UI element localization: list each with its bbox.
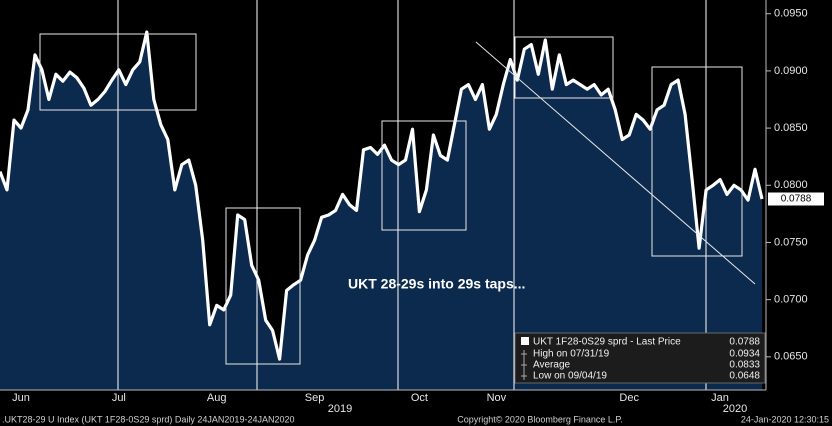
y-tick-label: 0.0950 <box>774 8 808 20</box>
x-tick-label: Nov <box>487 392 507 404</box>
annotation: UKT 28-29s into 29s taps... <box>348 276 525 292</box>
legend-label: Average <box>533 360 571 371</box>
footer-left: .UKT28-29 U Index (UKT 1F28-0S29 sprd) D… <box>2 414 294 424</box>
highlight-box <box>651 66 743 257</box>
year-label: 2019 <box>328 403 352 415</box>
x-tick-label: Oct <box>411 392 428 404</box>
year-label: 2020 <box>723 403 747 415</box>
legend-value: 0.0833 <box>729 360 760 371</box>
x-tick-label: Jan <box>711 392 729 404</box>
legend-value: 0.0934 <box>729 349 760 360</box>
legend-label: Low on 09/04/19 <box>533 371 607 382</box>
legend-swatch <box>521 337 529 345</box>
highlight-box <box>514 36 614 99</box>
x-tick-label: Jul <box>112 392 126 404</box>
legend: UKT 1F28-0S29 sprd - Last Price 0.0788 H… <box>514 332 766 384</box>
legend-value: 0.0648 <box>729 371 760 382</box>
price-line <box>0 30 764 361</box>
legend-box <box>514 332 766 384</box>
y-tick-label: 0.0900 <box>774 65 808 77</box>
y-tick-label: 0.0800 <box>774 179 808 191</box>
annotations <box>39 0 756 390</box>
y-tick-label: 0.0650 <box>774 351 808 363</box>
x-tick-label: Dec <box>619 392 639 404</box>
legend-label: High on 07/31/19 <box>533 349 610 360</box>
footer-right: 24-Jan-2020 12:30:15 <box>741 414 829 424</box>
y-tick-label: 0.0750 <box>774 236 808 248</box>
highlight-box <box>381 120 467 231</box>
highlight-box <box>225 207 301 365</box>
legend-label: UKT 1F28-0S29 sprd - Last Price <box>533 337 681 348</box>
highlight-box <box>39 33 197 111</box>
last-price-box <box>768 192 824 206</box>
footer-center: Copyright© 2020 Bloomberg Finance L.P. <box>457 414 623 424</box>
legend-value: 0.0788 <box>729 337 760 348</box>
area-fill <box>0 32 762 390</box>
legend-icon <box>521 350 527 380</box>
x-tick-label: Sep <box>305 392 325 404</box>
plot-area <box>0 30 764 390</box>
trend-line <box>475 41 756 285</box>
y-tick-label: 0.0700 <box>774 294 808 306</box>
y-tick-label: 0.0850 <box>774 122 808 134</box>
x-tick-label: Aug <box>207 392 227 404</box>
x-tick-label: Jun <box>12 392 30 404</box>
last-price-label: 0.0788 <box>781 194 812 205</box>
